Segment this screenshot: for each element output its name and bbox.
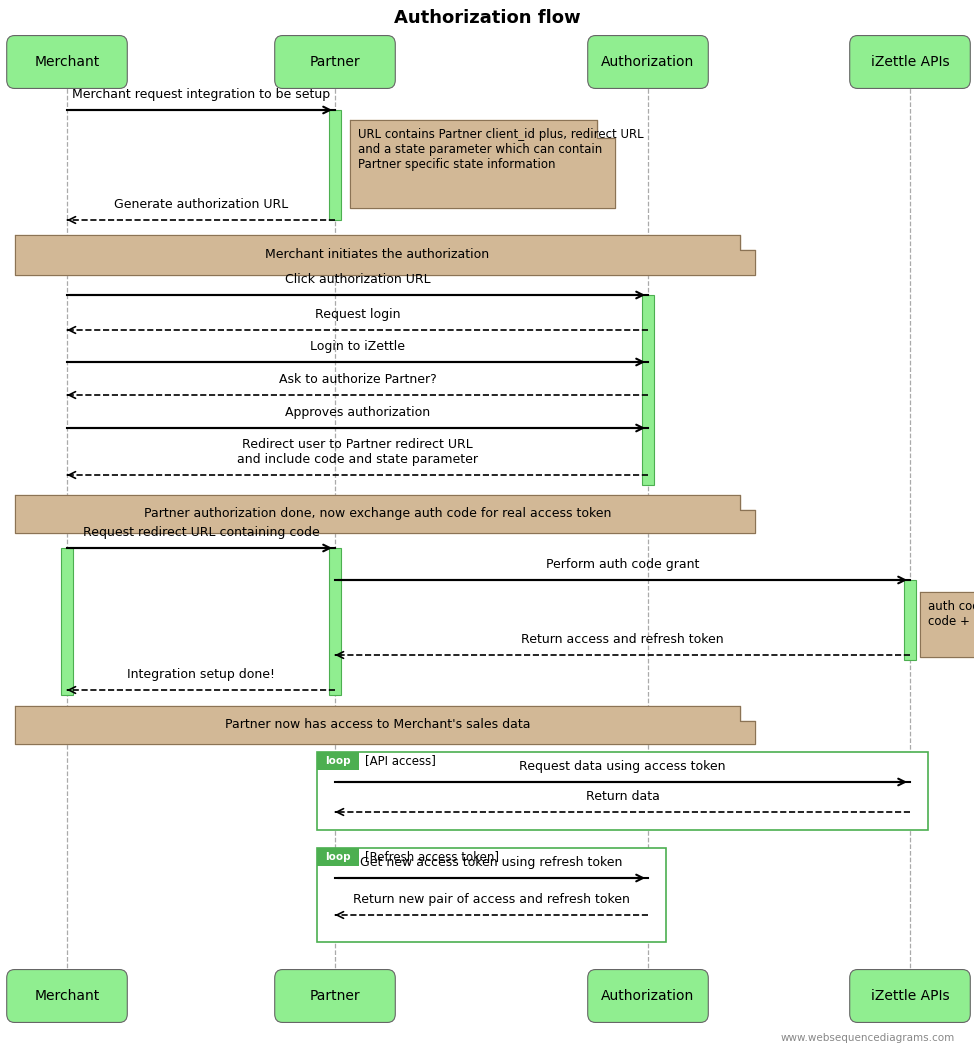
Polygon shape [350,120,615,208]
Text: Return new pair of access and refresh token: Return new pair of access and refresh to… [353,893,630,906]
Text: Integration setup done!: Integration setup done! [127,668,275,681]
Polygon shape [15,495,755,533]
Text: Authorization: Authorization [601,55,694,69]
Text: Request login: Request login [315,308,400,321]
Text: URL contains Partner client_id plus, redirect URL
and a state parameter which ca: URL contains Partner client_id plus, red… [358,128,644,171]
Bar [904,580,916,660]
Text: Request redirect URL containing code: Request redirect URL containing code [83,526,319,539]
Bar [317,848,359,866]
Text: Partner: Partner [310,55,360,69]
FancyBboxPatch shape [275,969,395,1022]
Text: Partner now has access to Merchant's sales data: Partner now has access to Merchant's sal… [225,718,530,732]
Text: Return access and refresh token: Return access and refresh token [521,633,724,646]
Text: iZettle APIs: iZettle APIs [871,55,950,69]
FancyBboxPatch shape [7,36,128,89]
Bar [61,548,73,695]
FancyBboxPatch shape [7,969,128,1022]
Text: Partner authorization done, now exchange auth code for real access token: Partner authorization done, now exchange… [144,508,612,521]
Text: Approves authorization: Approves authorization [285,406,431,419]
Text: Authorization: Authorization [601,989,694,1003]
Text: Ask to authorize Partner?: Ask to authorize Partner? [279,373,436,386]
Text: Generate authorization URL: Generate authorization URL [114,199,288,211]
Text: Merchant initiates the authorization: Merchant initiates the authorization [266,248,490,262]
Text: Perform auth code grant: Perform auth code grant [545,558,699,571]
FancyBboxPatch shape [849,36,970,89]
Bar [317,752,928,830]
Text: Merchant request integration to be setup: Merchant request integration to be setup [72,88,330,101]
Text: Return data: Return data [585,790,659,803]
Polygon shape [15,706,755,744]
Bar [317,848,666,942]
Text: Merchant: Merchant [34,989,99,1003]
FancyBboxPatch shape [587,36,708,89]
Text: auth code grant contains provided
code + Partner API credentials: auth code grant contains provided code +… [928,600,974,628]
Text: loop: loop [325,852,351,862]
FancyBboxPatch shape [849,969,970,1022]
Text: Merchant: Merchant [34,55,99,69]
Bar [317,752,359,770]
Text: Login to iZettle: Login to iZettle [310,340,405,353]
Text: Click authorization URL: Click authorization URL [284,274,431,286]
Polygon shape [920,592,974,657]
Text: loop: loop [325,756,351,766]
Text: Get new access token using refresh token: Get new access token using refresh token [360,856,622,869]
Text: [Refresh access token]: [Refresh access token] [365,850,499,864]
FancyBboxPatch shape [587,969,708,1022]
Text: Authorization flow: Authorization flow [393,10,581,27]
FancyBboxPatch shape [275,36,395,89]
Text: Request data using access token: Request data using access token [519,760,726,773]
Text: iZettle APIs: iZettle APIs [871,989,950,1003]
Bar [642,295,654,485]
Bar [329,548,341,695]
Text: [API access]: [API access] [365,754,436,768]
Text: Partner: Partner [310,989,360,1003]
Text: www.websequencediagrams.com: www.websequencediagrams.com [781,1033,955,1043]
Polygon shape [15,235,755,275]
Bar [329,110,341,220]
Text: Redirect user to Partner redirect URL
and include code and state parameter: Redirect user to Partner redirect URL an… [237,438,478,466]
